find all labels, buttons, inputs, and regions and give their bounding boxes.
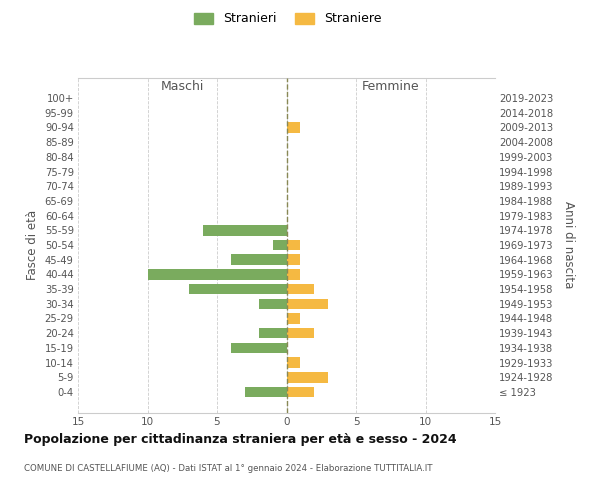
Bar (148, 269, 287, 280)
Bar (272, 240, 287, 250)
Bar (287, 122, 301, 132)
Bar (287, 386, 314, 398)
Bar (287, 254, 301, 265)
Bar (287, 269, 301, 280)
Text: Popolazione per cittadinanza straniera per età e sesso - 2024: Popolazione per cittadinanza straniera p… (24, 432, 457, 446)
Bar (287, 358, 301, 368)
Y-axis label: Fasce di età: Fasce di età (26, 210, 39, 280)
Bar (287, 372, 328, 382)
Bar (259, 328, 287, 338)
Text: COMUNE DI CASTELLAFIUME (AQ) - Dati ISTAT al 1° gennaio 2024 - Elaborazione TUTT: COMUNE DI CASTELLAFIUME (AQ) - Dati ISTA… (24, 464, 433, 473)
Y-axis label: Anni di nascita: Anni di nascita (562, 202, 575, 288)
Bar (287, 298, 328, 309)
Bar (231, 342, 287, 353)
Legend: Stranieri, Straniere: Stranieri, Straniere (191, 8, 385, 29)
Bar (287, 284, 314, 294)
Bar (231, 254, 287, 265)
Bar (287, 240, 301, 250)
Bar (189, 284, 287, 294)
Text: Maschi: Maschi (161, 80, 204, 93)
Text: Femmine: Femmine (362, 80, 419, 93)
Bar (287, 328, 314, 338)
Bar (259, 298, 287, 309)
Bar (245, 386, 287, 398)
Bar (203, 225, 287, 235)
Bar (287, 313, 301, 324)
